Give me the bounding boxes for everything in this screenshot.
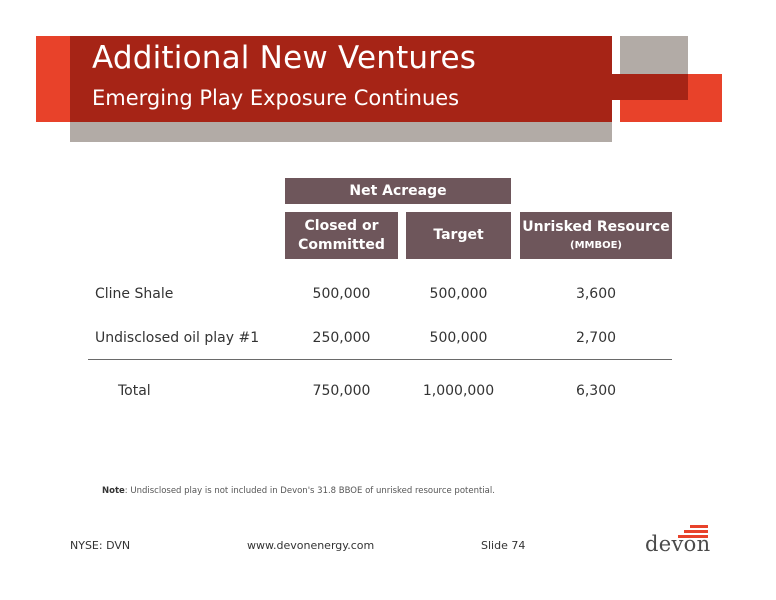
- row-label-total: Total: [118, 383, 151, 399]
- cell-unrisked-cline-shale: 3,600: [575, 286, 617, 302]
- table-group-header-net-acreage: Net Acreage: [285, 178, 511, 204]
- cell-unrisked-undisclosed: 2,700: [575, 330, 617, 346]
- devon-logo: devon: [645, 532, 711, 556]
- header-accent-gray-right: [620, 36, 688, 74]
- header-banner-extension: [612, 74, 688, 100]
- cell-target-undisclosed: 500,000: [429, 330, 488, 346]
- cell-closed-cline-shale: 500,000: [312, 286, 371, 302]
- target-label: Target: [433, 227, 484, 243]
- footnote: Note: Undisclosed play is not included i…: [102, 486, 495, 496]
- total-divider: [88, 359, 672, 360]
- cell-target-cline-shale: 500,000: [429, 286, 488, 302]
- slide-title: Additional New Ventures: [92, 40, 477, 76]
- column-header-target: Target: [406, 212, 511, 259]
- column-header-unrisked-resource: Unrisked Resource (MMBOE): [520, 212, 672, 259]
- unrisked-unit-label: (MMBOE): [570, 240, 622, 251]
- closed-label-line1: Closed or: [304, 217, 379, 234]
- header-accent-red-left: [36, 36, 76, 122]
- footnote-label: Note: [102, 486, 125, 496]
- footer-ticker: NYSE: DVN: [70, 539, 131, 552]
- unrisked-label: Unrisked Resource: [522, 219, 670, 235]
- column-header-closed: Closed or Committed: [285, 212, 398, 259]
- net-acreage-label: Net Acreage: [349, 182, 447, 199]
- slide-subtitle: Emerging Play Exposure Continues: [92, 86, 460, 110]
- cell-closed-undisclosed: 250,000: [312, 330, 371, 346]
- row-label-cline-shale: Cline Shale: [95, 286, 174, 302]
- footer-slide-number: Slide 74: [481, 539, 526, 552]
- row-label-undisclosed-oil-play: Undisclosed oil play #1: [95, 330, 260, 346]
- cell-unrisked-total: 6,300: [575, 383, 617, 399]
- footer-website[interactable]: www.devonenergy.com: [247, 539, 375, 552]
- cell-target-total: 1,000,000: [422, 383, 495, 399]
- footnote-text: : Undisclosed play is not included in De…: [124, 486, 495, 496]
- cell-closed-total: 750,000: [312, 383, 371, 399]
- closed-label-line2: Committed: [298, 236, 385, 253]
- header-banner: [70, 36, 612, 122]
